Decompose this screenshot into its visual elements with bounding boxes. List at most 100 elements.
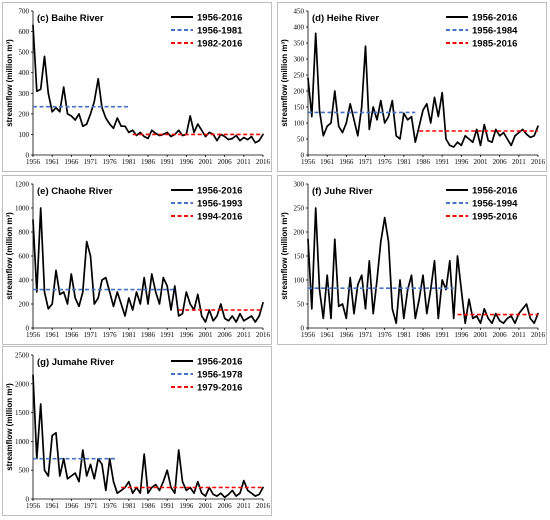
series-line-1956-2016 — [33, 208, 263, 322]
legend-label: 1956-2016 — [472, 186, 517, 197]
legend-label: 1956-2016 — [197, 357, 242, 368]
x-tick-label: 2006 — [218, 502, 233, 510]
y-tick-label: 400 — [19, 69, 30, 77]
x-tick-label: 2016 — [256, 331, 271, 339]
x-tick-label: 1986 — [416, 158, 431, 166]
legend-label: 1956-1981 — [197, 26, 243, 37]
y-tick-label: 50 — [297, 136, 305, 144]
x-tick-label: 2011 — [512, 158, 526, 166]
chart-panel-chaohe: 0 200 400 600 800 1000 1200 1956 1961 1966 1971 197… — [2, 175, 272, 345]
x-tick-label: 1966 — [64, 502, 79, 510]
x-tick-label: 1976 — [378, 331, 393, 339]
legend-label: 1956-2016 — [472, 13, 517, 24]
x-tick-label: 1996 — [454, 331, 469, 339]
series-line-1956-2016 — [33, 375, 263, 497]
legend-label: 1956-1994 — [472, 199, 518, 210]
x-tick-label: 1971 — [359, 331, 374, 339]
x-tick-label: 1976 — [103, 331, 118, 339]
x-tick-label: 2006 — [493, 331, 508, 339]
x-tick-label: 2006 — [218, 331, 233, 339]
y-tick-label: 300 — [294, 56, 305, 64]
x-tick-label: 2006 — [218, 158, 233, 166]
y-tick-label: 2500 — [15, 352, 30, 360]
x-tick-label: 1971 — [359, 158, 374, 166]
x-tick-label: 1976 — [103, 158, 118, 166]
x-tick-label: 2016 — [531, 158, 546, 166]
x-tick-label: 1981 — [122, 331, 137, 339]
x-tick-label: 2001 — [199, 158, 214, 166]
y-tick-label: 350 — [294, 40, 305, 48]
x-tick-label: 1996 — [454, 158, 469, 166]
y-tick-label: 150 — [294, 253, 305, 261]
y-tick-label: 1000 — [15, 438, 30, 446]
chart-svg-baihe: 0 100 200 300 400 500 600 700 1956 1961 1966 1971 19… — [3, 3, 271, 171]
x-tick-label: 1996 — [179, 331, 194, 339]
x-tick-label: 1981 — [397, 158, 412, 166]
legend-label: 1956-2016 — [197, 13, 242, 24]
x-tick-label: 1961 — [320, 158, 335, 166]
x-tick-label: 1956 — [301, 158, 316, 166]
series-line-1956-2016 — [308, 208, 538, 323]
x-tick-label: 1976 — [103, 502, 118, 510]
legend-label: 1956-1984 — [472, 26, 518, 37]
y-tick-label: 150 — [294, 104, 305, 112]
x-tick-label: 1956 — [26, 331, 41, 339]
y-tick-label: 300 — [19, 90, 30, 98]
x-tick-label: 1961 — [45, 331, 60, 339]
x-tick-label: 1971 — [84, 502, 99, 510]
y-tick-label: 250 — [294, 205, 305, 213]
x-tick-label: 1966 — [339, 158, 354, 166]
x-tick-label: 2001 — [199, 331, 214, 339]
y-tick-label: 250 — [294, 72, 305, 80]
chart-svg-chaohe: 0 200 400 600 800 1000 1200 1956 1961 1966 1971 197… — [3, 176, 271, 344]
x-tick-label: 1991 — [160, 502, 175, 510]
chart-title: (d) Heihe River — [312, 13, 379, 24]
chart-title: (e) Chaohe River — [37, 186, 113, 197]
chart-panel-jumahe: 0 500 1000 1500 2000 2500 1956 1961 1966 1971 1976… — [2, 346, 272, 516]
chart-title: (c) Baihe River — [37, 13, 104, 24]
x-tick-label: 1981 — [122, 502, 137, 510]
legend-label: 1979-2016 — [197, 383, 242, 394]
x-tick-label: 1956 — [301, 331, 316, 339]
x-tick-label: 2011 — [237, 502, 251, 510]
x-tick-label: 1966 — [64, 158, 79, 166]
x-tick-label: 1966 — [64, 331, 79, 339]
x-tick-label: 1981 — [397, 331, 412, 339]
x-tick-label: 2011 — [237, 158, 251, 166]
x-tick-label: 1996 — [179, 158, 194, 166]
y-tick-label: 2000 — [15, 380, 30, 388]
x-tick-label: 2016 — [531, 331, 546, 339]
x-tick-label: 2016 — [256, 502, 271, 510]
y-tick-label: 200 — [19, 301, 30, 309]
y-tick-label: 200 — [19, 110, 30, 118]
y-tick-label: 500 — [19, 467, 30, 475]
y-tick-label: 400 — [294, 24, 305, 32]
chart-svg-heihe: 0501001502002503003504004501956 1961 1966 1… — [278, 3, 546, 171]
y-tick-label: 500 — [19, 49, 30, 57]
y-tick-label: 400 — [19, 277, 30, 285]
chart-svg-juhe: 0501001502002503001956 1961 1966 1971 1976 19… — [278, 176, 546, 344]
y-axis-label: streamflow (million m³) — [5, 212, 14, 300]
x-tick-label: 2001 — [474, 331, 489, 339]
y-tick-label: 50 — [297, 301, 305, 309]
y-tick-label: 800 — [19, 229, 30, 237]
x-tick-label: 1981 — [122, 158, 137, 166]
x-tick-label: 1956 — [26, 502, 41, 510]
y-axis-label: streamflow (million m³) — [5, 39, 14, 127]
x-tick-label: 2011 — [237, 331, 251, 339]
x-tick-label: 1976 — [378, 158, 393, 166]
x-tick-label: 2001 — [199, 502, 214, 510]
y-tick-label: 300 — [294, 181, 305, 189]
legend-label: 1985-2016 — [472, 39, 517, 50]
x-tick-label: 1961 — [320, 331, 335, 339]
y-tick-label: 100 — [19, 131, 30, 139]
legend-label: 1982-2016 — [197, 39, 242, 50]
chart-svg-jumahe: 050010001500200025001956 1961 1966 1971 1976… — [3, 347, 271, 515]
y-tick-label: 100 — [294, 120, 305, 128]
x-tick-label: 2011 — [512, 331, 526, 339]
x-tick-label: 1996 — [179, 502, 194, 510]
chart-title: (f) Juhe River — [312, 186, 373, 197]
x-tick-label: 1971 — [84, 158, 99, 166]
x-tick-label: 1991 — [435, 158, 450, 166]
x-tick-label: 1991 — [160, 331, 175, 339]
